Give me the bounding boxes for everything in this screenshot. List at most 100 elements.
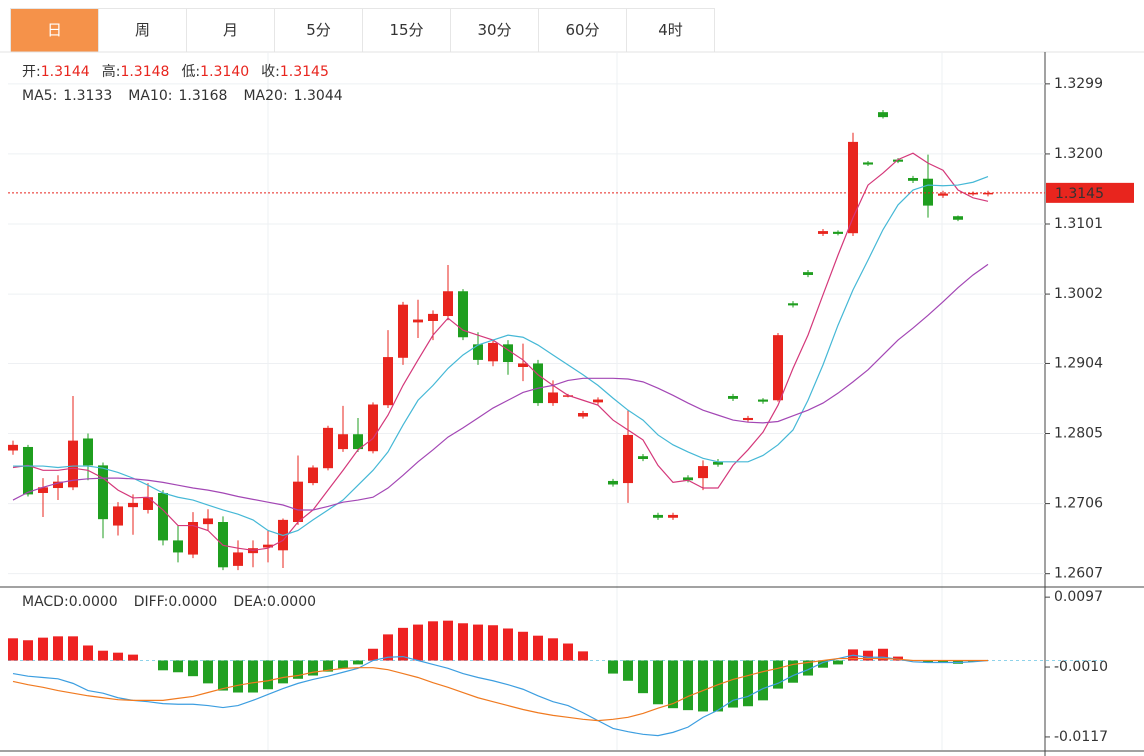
macd-bar xyxy=(23,640,33,661)
macd-bar xyxy=(713,660,723,712)
tab[interactable]: 日 xyxy=(11,9,99,52)
macd-bar xyxy=(443,620,453,661)
tab[interactable]: 4时 xyxy=(627,9,715,52)
macd-bar xyxy=(743,660,753,707)
y-tick-label: 1.2607 xyxy=(1054,566,1103,582)
ma-line xyxy=(12,263,989,511)
candle-body xyxy=(38,487,48,493)
readout-value: 1.3148 xyxy=(120,64,169,80)
y-tick-label: 1.3200 xyxy=(1054,146,1103,162)
candle-body xyxy=(173,540,183,553)
candle-body xyxy=(983,192,993,195)
macd-bar xyxy=(458,623,468,661)
candle-body xyxy=(938,193,948,196)
candle-body xyxy=(263,544,273,548)
macd-bar xyxy=(563,643,573,661)
macd-bar xyxy=(623,660,633,681)
macd-bar xyxy=(758,660,768,701)
macd-bar xyxy=(833,660,843,665)
macd-bar xyxy=(353,660,363,665)
macd-bar xyxy=(473,624,483,661)
macd-bar xyxy=(788,660,798,683)
legend-name: DIFF: xyxy=(134,594,169,610)
candle-body xyxy=(713,461,723,465)
y-tick-label: 1.3101 xyxy=(1054,216,1103,232)
legend-name: DEA: xyxy=(233,594,267,610)
macd-bar xyxy=(53,636,63,661)
candle-body xyxy=(968,192,978,195)
macd-bar xyxy=(548,638,558,661)
macd-bar xyxy=(428,621,438,661)
macd-bar xyxy=(488,625,498,661)
legend-value: 0.0000 xyxy=(168,594,217,610)
candle-body xyxy=(188,522,198,555)
macd-bar xyxy=(218,660,228,691)
candle-body xyxy=(518,363,528,367)
macd-bar xyxy=(668,660,678,709)
tab[interactable]: 30分 xyxy=(451,9,539,52)
candle-body xyxy=(668,514,678,518)
candle-body xyxy=(233,552,243,566)
candle-body xyxy=(788,303,798,306)
readout-label: 开: xyxy=(22,64,41,80)
candle-body xyxy=(128,502,138,508)
candle-body xyxy=(593,399,603,403)
candle-body xyxy=(98,465,108,520)
legend-value: 1.3168 xyxy=(178,88,227,104)
candle-body xyxy=(443,291,453,317)
readout-label: 低: xyxy=(181,64,200,80)
candle-body xyxy=(638,456,648,460)
candle-body xyxy=(488,342,498,362)
candle-body xyxy=(773,335,783,401)
tab[interactable]: 15分 xyxy=(363,9,451,52)
last-price-label: 1.3145 xyxy=(1055,186,1104,202)
macd-bar xyxy=(728,660,738,708)
tab[interactable]: 60分 xyxy=(539,9,627,52)
macd-bar xyxy=(278,660,288,684)
macd-bar xyxy=(698,660,708,712)
tab[interactable]: 周 xyxy=(99,9,187,52)
candle-body xyxy=(143,497,153,510)
macd-bar xyxy=(338,660,348,669)
macd-bar xyxy=(818,660,828,668)
y-tick-label: 0.0097 xyxy=(1054,589,1103,605)
ma-line xyxy=(13,176,989,537)
macd-bar xyxy=(398,627,408,661)
macd-bar xyxy=(863,650,873,661)
candle-body xyxy=(578,412,588,417)
tab[interactable]: 5分 xyxy=(275,9,363,52)
candle-body xyxy=(308,467,318,484)
macd-bar xyxy=(413,624,423,661)
candle-body xyxy=(23,446,33,495)
macd-bar xyxy=(128,654,138,661)
macd-line xyxy=(12,657,988,722)
legend-value: 0.0000 xyxy=(69,594,118,610)
candle-body xyxy=(53,481,63,489)
readout-value: 1.3145 xyxy=(280,64,329,80)
candle-body xyxy=(623,434,633,484)
macd-bar xyxy=(248,660,258,693)
tab[interactable]: 月 xyxy=(187,9,275,52)
tab-bar: 日周月 5分 15分 30分 60分 4时 xyxy=(10,8,715,52)
macd-bar xyxy=(878,648,888,661)
candle-body xyxy=(728,396,738,399)
y-tick-label: -0.0117 xyxy=(1054,729,1108,745)
macd-bar xyxy=(8,638,18,661)
macd-bar xyxy=(533,635,543,661)
candle-body xyxy=(743,417,753,421)
candle-body xyxy=(533,363,543,404)
readout-value: 1.3140 xyxy=(200,64,249,80)
y-tick-label: 1.3299 xyxy=(1054,76,1103,92)
legend-value: 0.0000 xyxy=(267,594,316,610)
macd-bar xyxy=(203,660,213,684)
legend-name: MA10: xyxy=(128,88,172,104)
candle-body xyxy=(908,177,918,181)
candle-body xyxy=(473,344,483,360)
candle-body xyxy=(878,112,888,118)
macd-bar xyxy=(518,631,528,661)
macd-bar xyxy=(923,660,933,663)
candle-body xyxy=(758,399,768,402)
candle-body xyxy=(68,440,78,488)
macd-bar xyxy=(188,660,198,677)
